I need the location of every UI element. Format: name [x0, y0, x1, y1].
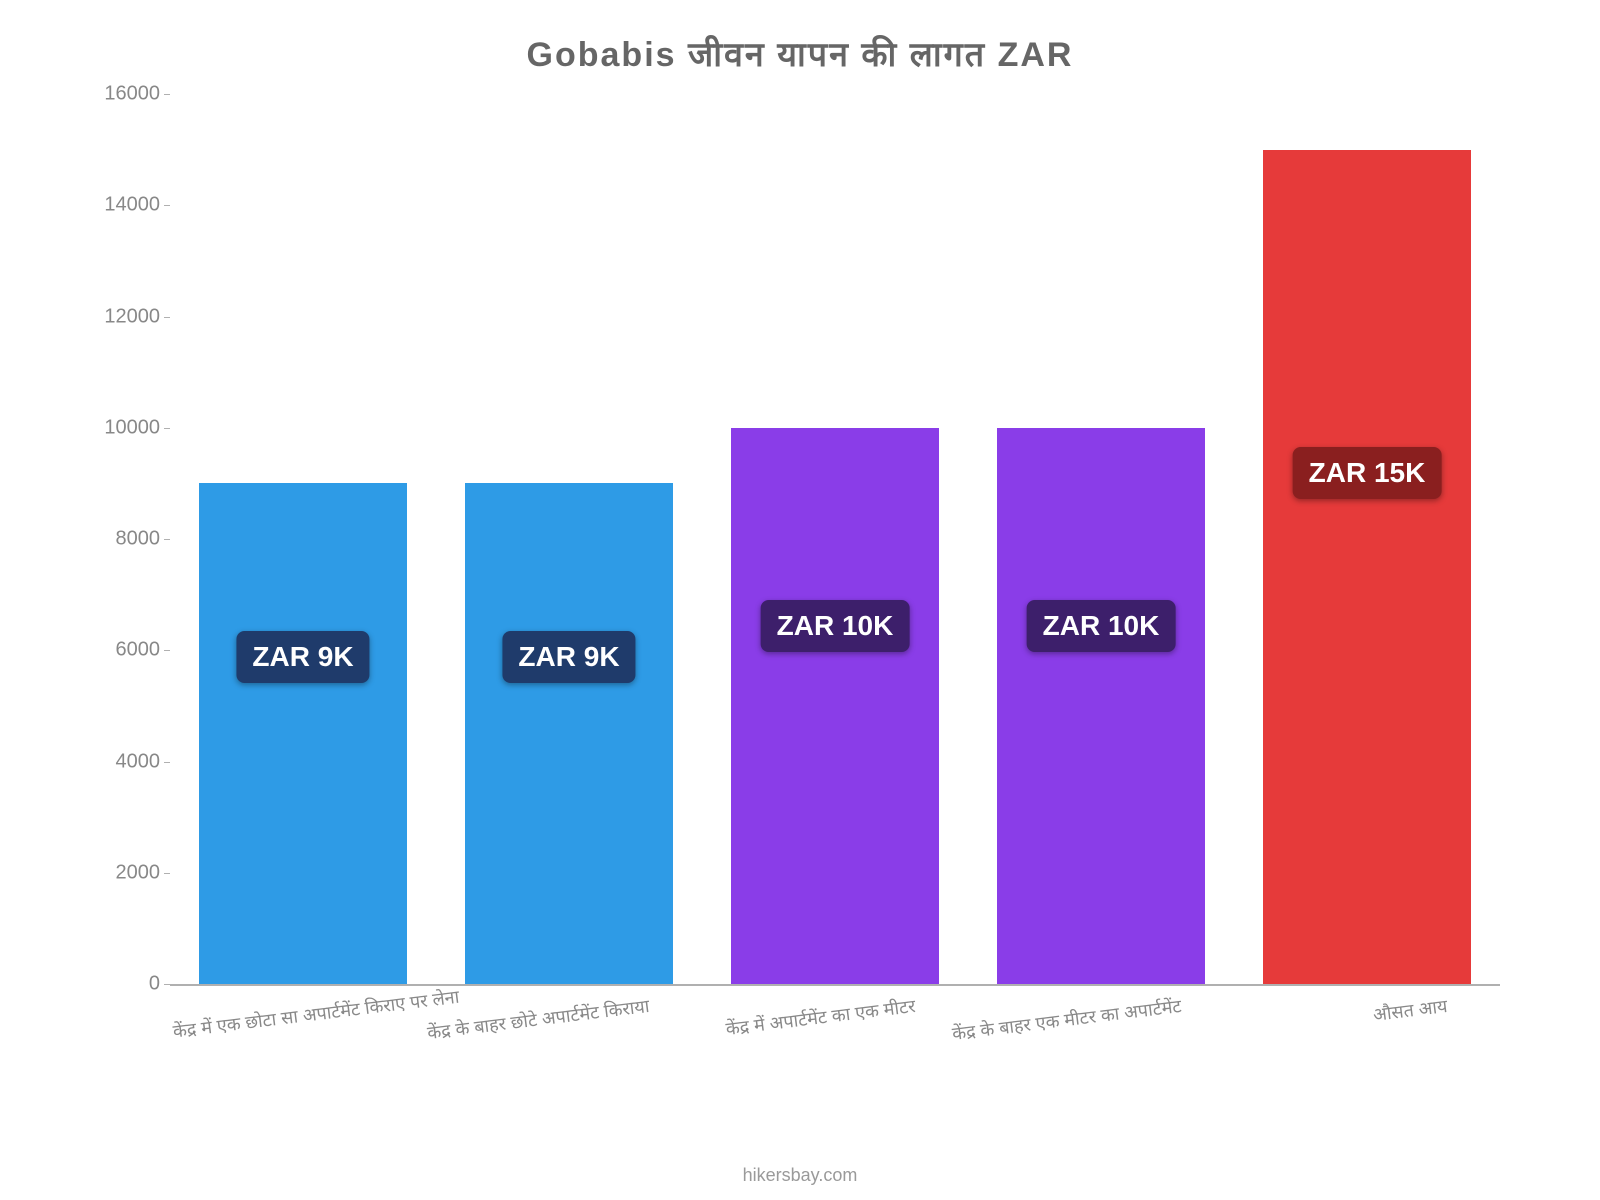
value-badge: ZAR 9K	[502, 631, 635, 683]
y-tick-mark	[164, 539, 170, 540]
source-credit: hikersbay.com	[0, 1165, 1600, 1186]
value-badge: ZAR 9K	[236, 631, 369, 683]
bar: ZAR 10K	[731, 428, 938, 984]
bar: ZAR 10K	[997, 428, 1204, 984]
y-tick-label: 4000	[80, 750, 160, 773]
bar: ZAR 15K	[1263, 150, 1470, 984]
bar: ZAR 9K	[465, 483, 672, 984]
value-badge: ZAR 10K	[1027, 600, 1176, 652]
chart-title: Gobabis जीवन यापन की लागत ZAR	[70, 20, 1530, 94]
y-tick-mark	[164, 317, 170, 318]
y-tick-label: 0	[80, 973, 160, 996]
value-badge: ZAR 10K	[761, 600, 910, 652]
y-tick-mark	[164, 94, 170, 95]
plot-area: ZAR 9KZAR 9KZAR 10KZAR 10KZAR 15K 020004…	[170, 94, 1500, 986]
y-tick-label: 10000	[80, 416, 160, 439]
y-tick-label: 16000	[80, 83, 160, 106]
y-tick-label: 14000	[80, 194, 160, 217]
y-tick-label: 2000	[80, 861, 160, 884]
y-tick-mark	[164, 762, 170, 763]
bars-layer: ZAR 9K ZAR 9K ZAR 10K ZAR 10K ZAR 15K	[170, 94, 1500, 984]
y-tick-label: 8000	[80, 528, 160, 551]
y-tick-mark	[164, 205, 170, 206]
y-tick-label: 12000	[80, 305, 160, 328]
bar: ZAR 9K	[199, 483, 406, 984]
y-tick-mark	[164, 984, 170, 985]
y-tick-mark	[164, 873, 170, 874]
y-tick-label: 6000	[80, 639, 160, 662]
chart-container: Gobabis जीवन यापन की लागत ZAR ZAR 9KZAR …	[70, 20, 1530, 1140]
y-tick-mark	[164, 650, 170, 651]
x-axis-labels: केंद्र में एक छोटा सा अपार्टमेंट किराए प…	[170, 986, 1500, 1116]
value-badge: ZAR 15K	[1293, 447, 1442, 499]
y-tick-mark	[164, 428, 170, 429]
